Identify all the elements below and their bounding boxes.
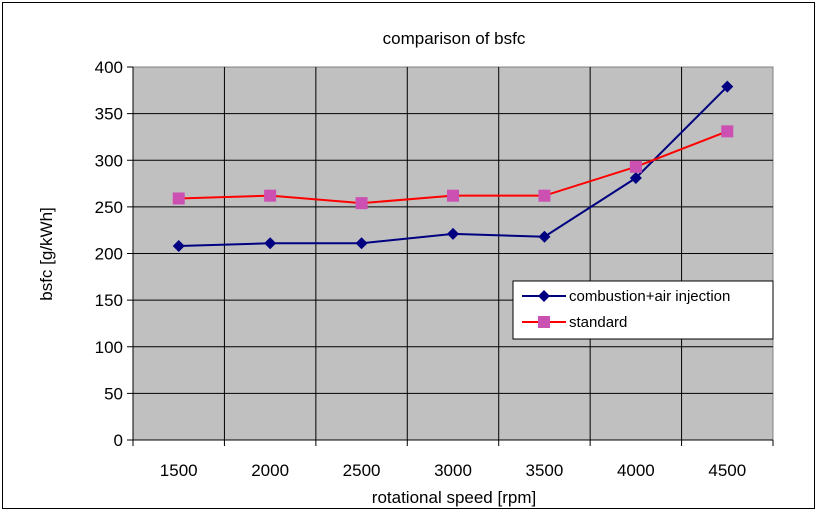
data-point	[447, 227, 459, 240]
data-point	[355, 237, 368, 250]
legend-box	[512, 280, 774, 340]
data-point	[721, 80, 734, 93]
data-point	[447, 189, 459, 202]
x-axis-label: rotational speed [rpm]	[372, 488, 536, 507]
x-tick-label: 2500	[343, 461, 381, 480]
legend-swatch-marker-1	[538, 290, 550, 302]
data-point	[264, 189, 277, 202]
data-point	[172, 240, 185, 253]
legend: combustion+air injection standard	[512, 280, 774, 340]
legend-label-1: combustion+air injection	[569, 288, 730, 305]
data-point	[538, 230, 551, 243]
y-tick-label: 300	[95, 151, 123, 170]
data-point	[721, 125, 734, 138]
tick-labels: 0 50 100 150 200 250 300 350 400 1500 2000 2500 3000…	[95, 58, 747, 480]
data-point	[629, 160, 642, 173]
series-2	[172, 125, 734, 210]
data-point	[538, 189, 551, 202]
y-tick-label: 150	[95, 291, 123, 310]
chart-title: comparison of bsfc	[383, 29, 526, 48]
x-tick-label: 2000	[251, 461, 289, 480]
x-tick-label: 4000	[617, 461, 655, 480]
y-tick-label: 400	[95, 58, 123, 77]
series-1	[172, 80, 734, 253]
grid-lines	[133, 67, 773, 440]
y-tick-label: 0	[114, 431, 123, 450]
x-tick-label: 3500	[526, 461, 564, 480]
data-point	[172, 192, 185, 205]
y-tick-label: 350	[95, 105, 123, 124]
data-point	[355, 197, 368, 210]
axes	[127, 66, 774, 446]
data-point	[264, 237, 277, 250]
x-tick-label: 1500	[160, 461, 198, 480]
y-tick-label: 200	[95, 245, 123, 264]
legend-swatch-marker-2	[538, 316, 550, 328]
legend-label-2: standard	[569, 314, 627, 331]
x-tick-label: 4500	[708, 461, 746, 480]
y-axis-label: bsfc [g/kWh]	[37, 207, 56, 301]
y-tick-label: 50	[104, 384, 123, 403]
x-tick-label: 3000	[434, 461, 472, 480]
series-layer	[172, 80, 734, 253]
data-point	[629, 171, 642, 184]
y-tick-label: 100	[95, 338, 123, 357]
y-tick-label: 250	[95, 198, 123, 217]
